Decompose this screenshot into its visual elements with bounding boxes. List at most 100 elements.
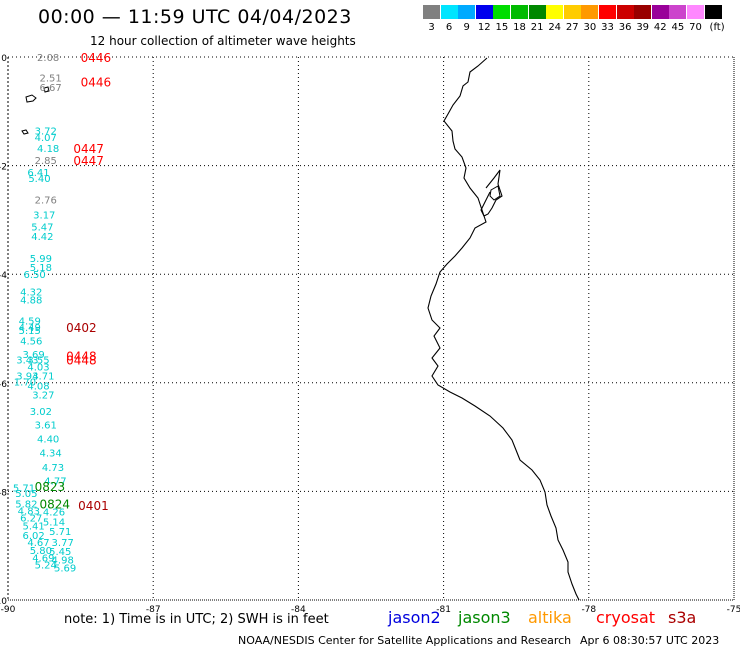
swh-value: 5.69 [54, 563, 76, 574]
longitude-tick-label: -78 [581, 605, 596, 615]
pass-time-label: 0823 [35, 480, 66, 494]
credit-line: NOAA/NESDIS Center for Satellite Applica… [238, 634, 572, 647]
pass-time-label: 0446 [81, 75, 112, 89]
latitude-tick-label: -10 [0, 597, 7, 607]
swh-value: 6.27 [20, 513, 42, 524]
swh-value: 6.02 [23, 531, 45, 542]
pass-time-label: 0448 [66, 350, 97, 364]
legend-tick-label: 12 [477, 22, 491, 33]
swh-value: 3.17 [33, 210, 55, 221]
swh-value: 5.18 [30, 263, 52, 274]
swh-value: 5.47 [31, 222, 53, 233]
legend-tick-label: 33 [601, 22, 614, 33]
pass-time-label: 0401 [78, 499, 109, 513]
swh-value: 5.45 [49, 547, 71, 558]
swh-value: 4.73 [42, 463, 64, 474]
legend-swatch [599, 5, 616, 19]
latitude-tick-label: -2 [0, 163, 7, 173]
swh-value: 5.71 [49, 527, 71, 538]
legend-swatch [616, 5, 634, 19]
swh-value: 5.41 [23, 522, 45, 533]
swh-value: 3.69 [23, 350, 45, 361]
pass-time-label: 0824 [39, 497, 70, 511]
swh-value: 3.77 [52, 538, 74, 549]
legend-tick-label: 9 [463, 22, 470, 33]
swh-value: 5.80 [30, 546, 52, 557]
legend-tick-label: 30 [583, 22, 597, 33]
swh-value: 4.77 [44, 477, 66, 488]
swh-value: 1.70 [14, 378, 36, 389]
legend-swatch [687, 5, 704, 19]
axis-tick-labels: -90 -87 -84 -81 -78 -75 0 -2 -4 -6 -8 -10 [0, 54, 740, 615]
swh-value: 4.71 [32, 372, 54, 383]
units-note: note: 1) Time is in UTC; 2) SWH is in fe… [64, 612, 329, 627]
pass-time-label: 0447 [73, 142, 104, 156]
latitude-tick-label: -4 [0, 271, 7, 281]
coastline [21, 57, 580, 601]
legend-swatch [634, 5, 652, 19]
satellite-jason3: jason3 [458, 608, 511, 627]
pass-time-label: 0447 [73, 154, 104, 168]
legend-tick-label: 70 [689, 22, 702, 33]
legend-swatch [493, 5, 511, 19]
legend-tick-label: 42 [653, 22, 667, 33]
legend-swatch [546, 5, 564, 19]
swh-value: 4.49 [19, 323, 41, 334]
swh-value: 4.42 [31, 232, 53, 243]
swh-value: 5.82 [15, 499, 37, 510]
swh-value: 3.93 [16, 372, 38, 383]
swh-value: 6.50 [23, 270, 45, 281]
longitude-tick-label: -90 [1, 605, 16, 615]
swh-value: 5.24 [35, 561, 57, 572]
legend-tick-label: 45 [671, 22, 685, 33]
satellite-altika: altika [528, 608, 572, 627]
swh-value: 6.41 [27, 168, 49, 179]
galapagos-island-south [21, 129, 29, 135]
latitude-tick-label: -8 [0, 488, 7, 498]
swh-value: 5.14 [43, 517, 65, 528]
swh-value: 4.03 [27, 363, 49, 374]
swh-value: 2.76 [35, 195, 57, 206]
swh-value: 4.26 [43, 507, 65, 518]
swh-value: 4.56 [20, 336, 42, 347]
legend-tick-label: 6 [445, 22, 453, 33]
satellite-cryosat: cryosat [596, 608, 656, 627]
galapagos-island-mid [43, 86, 50, 93]
satellite-s3a: s3a [668, 608, 697, 627]
longitude-tick-label: -87 [146, 605, 161, 615]
latitude-tick-label: 0 [1, 54, 7, 64]
pass-time-label: 0446 [81, 51, 112, 65]
legend-tick-label: 3 [428, 22, 435, 33]
swh-value: 4.98 [52, 555, 74, 566]
legend-swatch [669, 5, 687, 19]
latitude-tick-label: -6 [0, 380, 7, 390]
legend-swatch [704, 5, 722, 19]
legend-swatch [581, 5, 599, 19]
swh-value: 6.67 [39, 83, 61, 94]
longitude-tick-label: -81 [436, 605, 451, 615]
satellite-jason2: jason2 [388, 608, 441, 627]
legend-tick-label: 39 [636, 22, 650, 33]
longitude-tick-label: -84 [291, 605, 306, 615]
swh-value: 3.43 [16, 355, 38, 366]
swh-value: 5.15 [19, 326, 41, 337]
legend-tick-label: 27 [565, 22, 579, 33]
gulf-coastline [480, 169, 503, 217]
legend-tick-label: 24 [548, 22, 562, 33]
swh-value: 5.99 [30, 254, 52, 265]
legend-swatch [528, 5, 546, 19]
legend-swatch [440, 5, 458, 19]
swh-value: 4.07 [35, 133, 57, 144]
legend-tick-label: (ft) [709, 22, 725, 33]
swh-value: 4.18 [37, 144, 59, 155]
legend-swatch [423, 5, 440, 19]
swh-value: 4.88 [20, 296, 42, 307]
swh-value: 4.34 [39, 448, 61, 459]
swh-value: 3.55 [27, 355, 49, 366]
pass-time-label: 0448 [66, 353, 97, 367]
mainland-coastline [427, 57, 580, 601]
swh-value: 3.72 [35, 126, 57, 137]
legend-swatch [511, 5, 528, 19]
